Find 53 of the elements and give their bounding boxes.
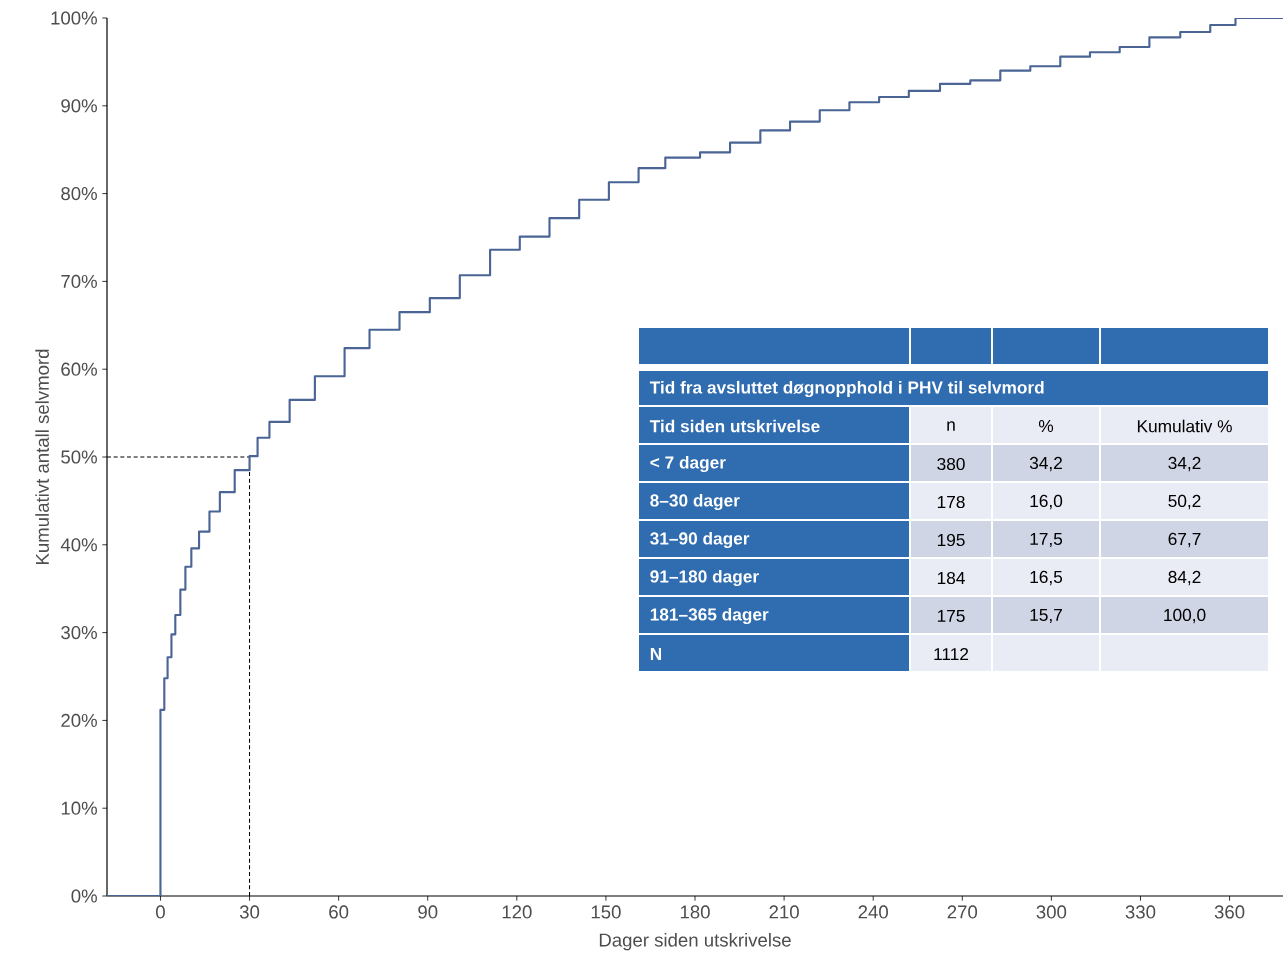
annotation: 181–365 dager	[650, 607, 769, 625]
annotation: N	[650, 648, 662, 660]
x-axis-title: Dager siden utskrivelse	[599, 932, 791, 951]
x-tick-label: 240	[858, 905, 888, 919]
annotation: 31–90 dager	[650, 531, 750, 549]
x-tick-label: 360	[1214, 905, 1245, 919]
annotation: Tid fra avsluttet døgnopphold i PHV til selvmord	[649, 380, 1044, 398]
annotation: 34,2	[1168, 456, 1201, 472]
y-tick-label: 50%	[61, 450, 97, 464]
x-tick-label: 120	[502, 905, 532, 919]
annotation: 178	[937, 495, 965, 509]
annotation: 91–180 dager	[650, 569, 759, 587]
x-tick-label: 300	[1036, 905, 1067, 919]
annotation: 16,0	[1030, 494, 1063, 510]
annotation: Kumulativ %	[1137, 419, 1232, 433]
annotation: 195	[937, 533, 965, 547]
annotation: 50,2	[1168, 494, 1201, 510]
y-tick-label: 80%	[61, 187, 97, 201]
annotation: 15,7	[1030, 608, 1062, 624]
x-tick-label: 180	[680, 905, 710, 919]
annotation: n	[947, 421, 955, 431]
x-tick-label: 60	[329, 905, 349, 919]
y-tick-label: 100%	[51, 11, 97, 25]
x-tick-label: 150	[591, 905, 621, 919]
annotation: 175	[937, 609, 965, 623]
annotation: 100,0	[1164, 608, 1206, 624]
annotation: %	[1038, 419, 1054, 433]
y-axis-title: Kumulativt antall selvmord	[35, 349, 49, 565]
x-tick-label: 0	[156, 905, 165, 919]
y-tick-label: 10%	[61, 801, 97, 815]
x-tick-label: 210	[769, 905, 799, 919]
annotation: 67,7	[1168, 532, 1201, 548]
annotation: < 7 dager	[650, 455, 726, 473]
y-tick-label: 20%	[61, 713, 97, 727]
annotation: 1112	[934, 647, 969, 661]
y-tick-label: 60%	[61, 362, 97, 376]
y-tick-label: 0%	[71, 889, 97, 903]
x-tick-label: 330	[1125, 905, 1156, 919]
y-tick-label: 40%	[60, 538, 97, 552]
annotation: 8–30 dager	[650, 493, 740, 511]
y-tick-label: 30%	[61, 626, 97, 640]
y-tick-label: 90%	[61, 99, 97, 113]
x-tick-label: 90	[418, 905, 438, 919]
annotation: 84,2	[1168, 570, 1201, 586]
x-tick-label: 30	[239, 905, 260, 919]
y-tick-label: 70%	[61, 274, 97, 288]
annotation: 184	[937, 571, 965, 585]
annotation: 34,2	[1029, 456, 1062, 472]
annotation: Tid siden utskrivelse	[649, 419, 820, 433]
annotation: 17,5	[1030, 532, 1063, 548]
x-tick-label: 270	[947, 905, 978, 919]
annotation: 380	[937, 457, 965, 471]
annotation: 16,5	[1030, 570, 1063, 586]
